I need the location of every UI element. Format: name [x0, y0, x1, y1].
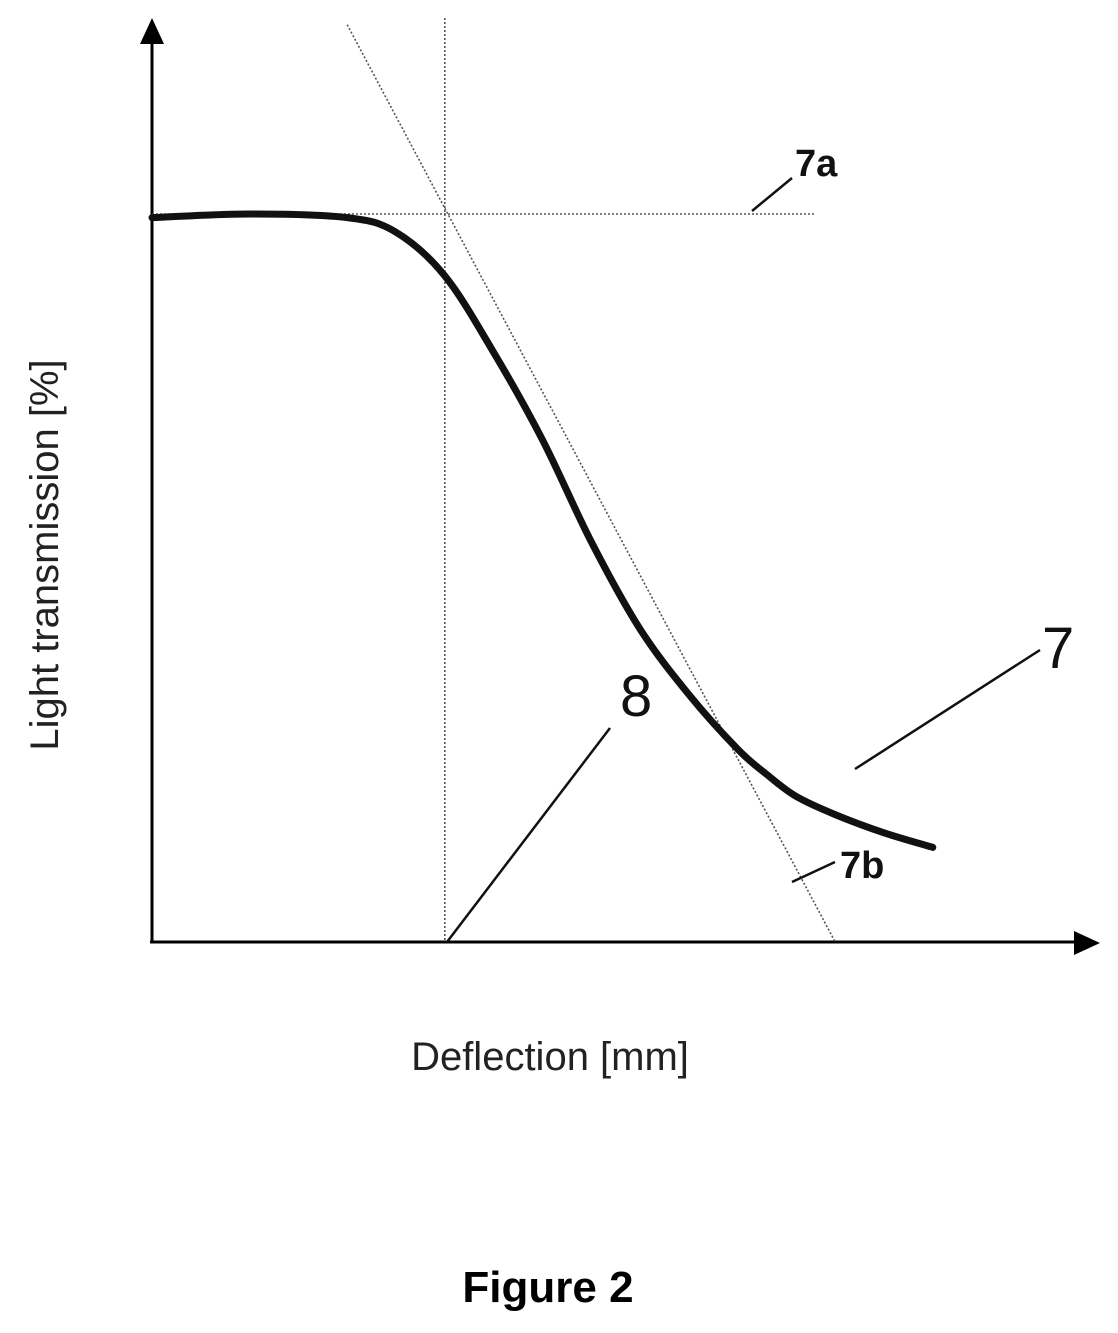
- leader-7b: [791, 860, 836, 884]
- leader-7a: [751, 177, 793, 212]
- callout-7a: 7a: [795, 143, 838, 185]
- x-axis-label: Deflection [mm]: [411, 1035, 689, 1079]
- y-axis-label: Light transmission [%]: [23, 359, 67, 750]
- callout-7: 7: [1042, 616, 1074, 681]
- series-line-7: [148, 210, 937, 851]
- x-axis-arrowhead: [1074, 931, 1100, 955]
- callouts: 7a 7b 7 8: [446, 143, 1074, 943]
- reference-line-7b: [346, 24, 836, 943]
- figure-caption: Figure 2: [462, 1263, 633, 1312]
- chart-axes: [140, 18, 1100, 955]
- callout-7b: 7b: [840, 845, 884, 887]
- leader-7: [854, 648, 1041, 771]
- series-layer: [148, 210, 937, 851]
- leader-8: [446, 727, 611, 943]
- y-axis-arrowhead: [140, 18, 164, 44]
- reference-lines: [152, 18, 836, 943]
- callout-8: 8: [620, 664, 652, 729]
